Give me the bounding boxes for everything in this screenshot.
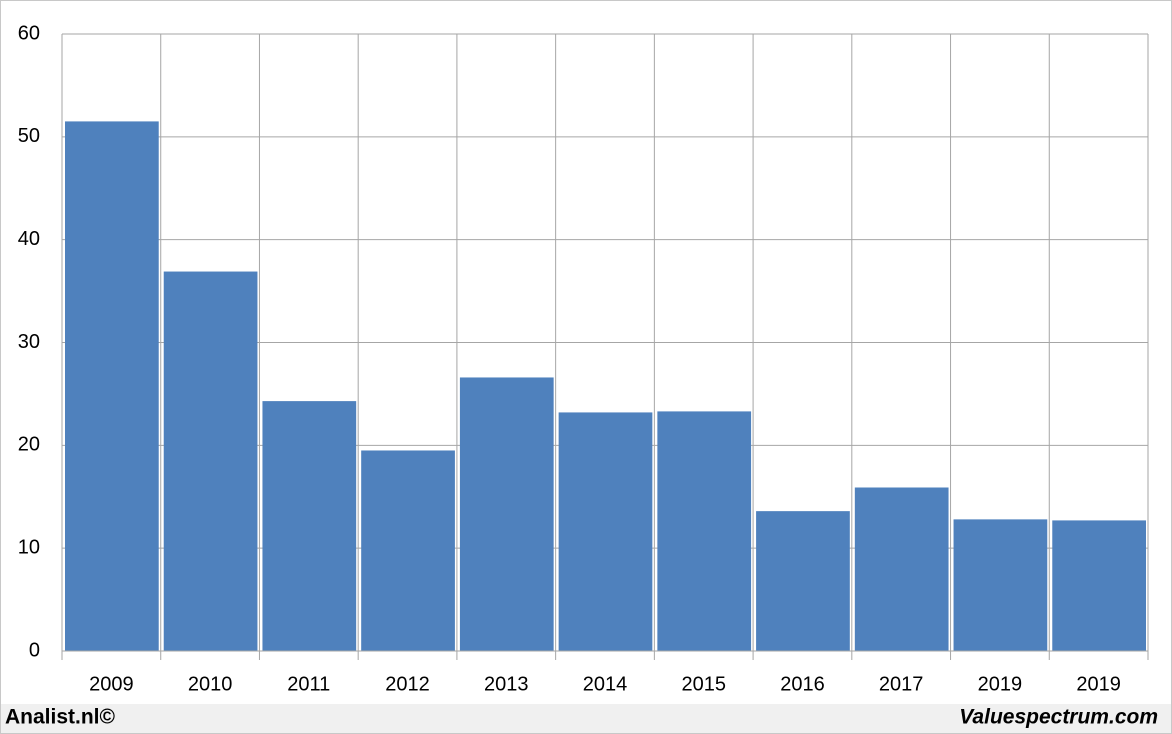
footer-left: Analist.nl© [5, 706, 116, 729]
y-tick-label: 60 [18, 22, 40, 44]
x-tick-label: 2017 [879, 673, 924, 695]
x-tick-label: 2013 [484, 673, 529, 695]
x-tick-label: 2014 [583, 673, 628, 695]
bar [459, 377, 554, 651]
bar [953, 519, 1048, 651]
footer-band [1, 704, 1171, 733]
x-tick-label: 2015 [681, 673, 726, 695]
x-tick-label: 2012 [385, 673, 430, 695]
x-tick-label: 2011 [287, 673, 330, 695]
bar [262, 401, 357, 651]
y-tick-label: 50 [18, 125, 40, 147]
y-tick-label: 10 [18, 536, 40, 558]
bar [756, 511, 850, 651]
bar [361, 450, 455, 651]
x-tick-label: 2019 [1076, 673, 1121, 695]
y-tick-label: 40 [18, 228, 40, 250]
y-tick-label: 0 [29, 639, 40, 661]
bar [657, 411, 752, 651]
footer-right: Valuespectrum.com [959, 706, 1158, 729]
bar [854, 487, 949, 651]
x-tick-label: 2009 [89, 673, 134, 695]
y-tick-label: 20 [18, 434, 40, 456]
bar [558, 412, 653, 651]
x-tick-label: 2019 [978, 673, 1023, 695]
y-tick-label: 30 [18, 331, 40, 353]
bar [1052, 520, 1146, 651]
bar [163, 271, 258, 651]
x-tick-label: 2016 [780, 673, 825, 695]
x-tick-label: 2010 [188, 673, 233, 695]
bar [65, 121, 159, 652]
